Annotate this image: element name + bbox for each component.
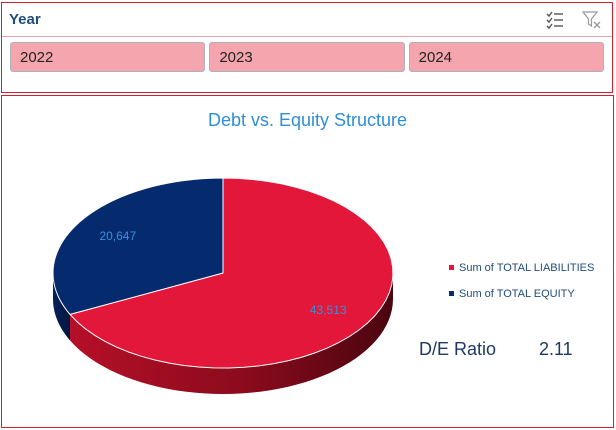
legend-swatch-liabilities (449, 265, 454, 270)
clear-filter-icon[interactable] (581, 10, 602, 30)
year-button-2023[interactable]: 2023 (209, 42, 405, 72)
legend-label-equity: Sum of TOTAL EQUITY (459, 287, 575, 300)
slicer-title: Year (9, 11, 41, 28)
slicer-divider (2, 36, 612, 37)
pie-chart: 43,513 20,647 (52, 177, 394, 394)
legend-item-liabilities: Sum of TOTAL LIABILITIES (449, 261, 594, 274)
pie-side-equity (53, 273, 71, 341)
pie-slice-equity (52, 177, 224, 315)
legend-swatch-equity (449, 291, 454, 296)
multi-select-icon[interactable] (545, 10, 565, 30)
legend-label-liabilities: Sum of TOTAL LIABILITIES (459, 261, 595, 274)
pie-slice-liabilities (69, 177, 394, 369)
slicer-button-row: 2022 2023 2024 (10, 42, 604, 72)
data-label-liabilities: 43,513 (310, 303, 347, 317)
year-button-2024[interactable]: 2024 (408, 42, 604, 72)
chart-title: Debt vs. Equity Structure (207, 110, 408, 130)
year-button-2022[interactable]: 2022 (10, 42, 206, 72)
year-slicer: Year 2022 2023 2024 (1, 2, 613, 93)
de-ratio-label: D/E Ratio (419, 339, 497, 359)
data-label-equity: 20,647 (99, 229, 136, 243)
de-ratio-value: 2.11 (539, 339, 573, 359)
chart-panel: Debt vs. Equity Structure 43,513 20,647 S… (1, 95, 614, 428)
pie-side-liabilities (70, 273, 393, 394)
chart-legend: Sum of TOTAL LIABILITIES Sum of TOTAL EQ… (449, 261, 594, 313)
legend-item-equity: Sum of TOTAL EQUITY (449, 287, 594, 300)
